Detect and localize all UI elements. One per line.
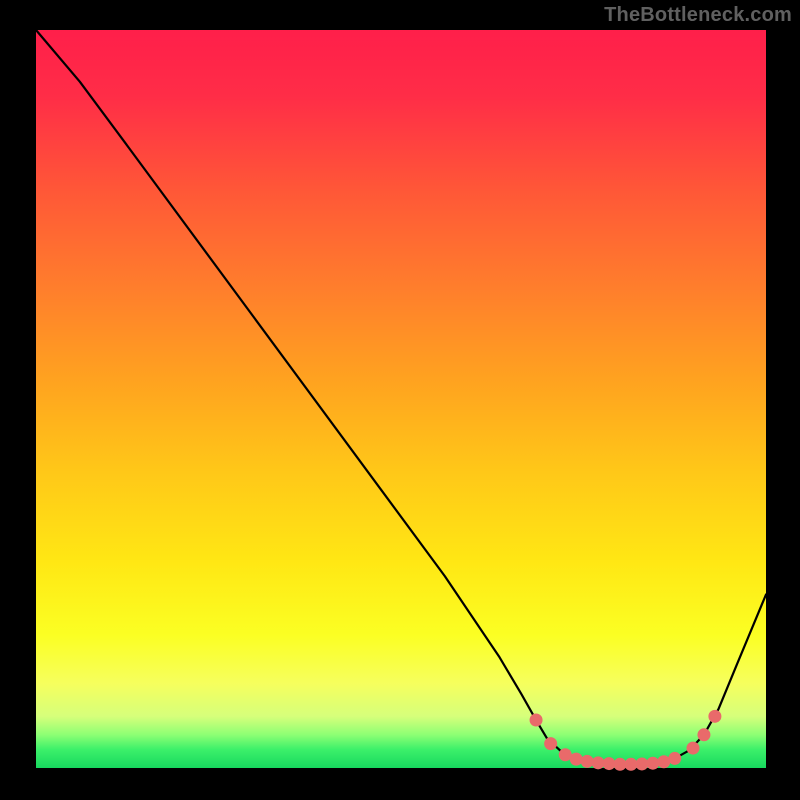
chart-container: TheBottleneck.com (0, 0, 800, 800)
data-marker (708, 710, 721, 723)
data-marker (668, 752, 681, 765)
data-marker (570, 753, 583, 766)
plot-background (36, 30, 766, 768)
watermark-label: TheBottleneck.com (604, 4, 792, 27)
data-marker (581, 755, 594, 768)
data-marker (657, 755, 670, 768)
data-marker (544, 737, 557, 750)
data-marker (697, 728, 710, 741)
data-marker (530, 714, 543, 727)
data-marker (646, 757, 659, 770)
data-marker (687, 742, 700, 755)
chart-svg (0, 0, 800, 800)
